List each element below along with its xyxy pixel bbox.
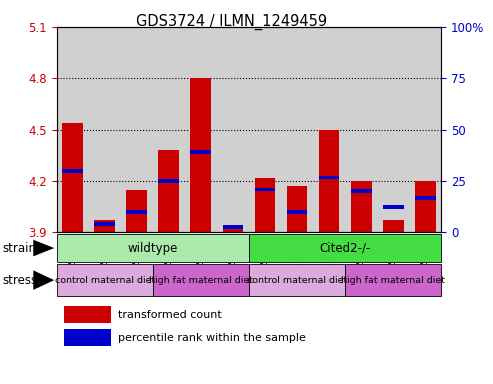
Bar <box>318 129 340 232</box>
Bar <box>153 264 249 296</box>
Bar <box>254 188 276 191</box>
Bar <box>126 190 147 232</box>
Bar <box>94 220 115 232</box>
Bar <box>65 306 110 323</box>
Bar <box>249 234 441 262</box>
Bar <box>126 210 147 214</box>
Bar <box>62 169 83 172</box>
Bar <box>383 220 404 232</box>
Text: control maternal diet: control maternal diet <box>55 276 155 285</box>
Bar <box>351 189 372 193</box>
Bar <box>190 78 211 232</box>
Bar <box>318 175 340 179</box>
Bar <box>345 264 441 296</box>
Text: wildtype: wildtype <box>128 242 178 255</box>
Bar <box>57 264 153 296</box>
Bar <box>249 264 345 296</box>
Text: high fat maternal diet: high fat maternal diet <box>149 276 253 285</box>
Text: stress: stress <box>2 274 37 286</box>
Text: transformed count: transformed count <box>118 310 222 319</box>
Bar <box>286 186 308 232</box>
Bar <box>415 196 436 200</box>
Bar <box>65 329 110 346</box>
Bar <box>62 123 83 232</box>
Bar <box>415 181 436 232</box>
Bar <box>222 225 244 229</box>
Bar <box>222 227 244 232</box>
Text: GDS3724 / ILMN_1249459: GDS3724 / ILMN_1249459 <box>136 13 327 30</box>
Polygon shape <box>34 240 54 257</box>
Bar <box>383 205 404 209</box>
Bar <box>254 177 276 232</box>
Text: strain: strain <box>2 242 36 255</box>
Text: control maternal diet: control maternal diet <box>247 276 347 285</box>
Text: high fat maternal diet: high fat maternal diet <box>341 276 445 285</box>
Bar <box>94 222 115 226</box>
Bar <box>190 150 211 154</box>
Bar <box>57 234 249 262</box>
Bar <box>158 179 179 183</box>
Bar <box>286 210 308 214</box>
Text: percentile rank within the sample: percentile rank within the sample <box>118 333 306 343</box>
Text: Cited2-/-: Cited2-/- <box>319 242 371 255</box>
Bar <box>351 181 372 232</box>
Bar <box>158 150 179 232</box>
Polygon shape <box>34 270 54 290</box>
